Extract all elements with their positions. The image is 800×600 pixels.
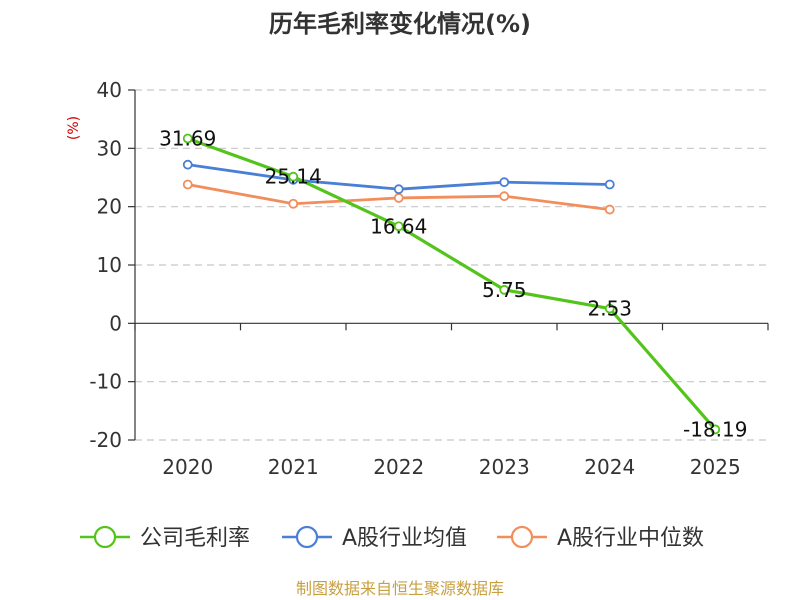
y-tick-label: -10	[89, 370, 122, 394]
series-lines	[182, 133, 721, 435]
data-label: 2.53	[587, 297, 632, 321]
series-1	[182, 133, 721, 435]
data-point[interactable]	[182, 133, 193, 144]
data-point[interactable]	[499, 284, 510, 295]
y-tick-label: 20	[97, 195, 122, 219]
y-axis-unit-label: (%)	[66, 116, 82, 140]
series-2	[182, 159, 615, 195]
series-3	[182, 179, 615, 215]
source-note: 制图数据来自恒生聚源数据库	[296, 579, 504, 598]
data-point[interactable]	[604, 303, 615, 314]
data-point[interactable]	[182, 179, 193, 190]
legend[interactable]: 公司毛利率 A股行业均值 A股行业中位数	[80, 525, 704, 551]
data-point[interactable]	[393, 184, 404, 195]
data-label: 31.69	[159, 126, 216, 150]
series-line	[187, 136, 717, 431]
data-point[interactable]	[288, 198, 299, 209]
data-point[interactable]	[604, 179, 615, 190]
data-point[interactable]	[288, 171, 299, 182]
grid-lines	[135, 89, 768, 441]
x-tick-label: 2024	[584, 455, 635, 479]
data-point[interactable]	[499, 177, 510, 188]
legend-marker	[295, 525, 319, 549]
legend-item-2[interactable]: A股行业均值	[282, 525, 467, 551]
data-label: -18.19	[683, 417, 747, 441]
data-label: 16.64	[370, 214, 427, 238]
y-tick-label: 10	[97, 253, 122, 277]
x-tick-label: 2023	[479, 455, 530, 479]
axes: 40 30 20 10 0 -10 -20 2020 2021 2022 2023 2024 2025	[89, 78, 769, 479]
x-tick-label: 2021	[268, 455, 319, 479]
data-point[interactable]	[393, 221, 404, 232]
y-tick-label: 40	[97, 78, 122, 102]
data-point[interactable]	[604, 204, 615, 215]
data-point[interactable]	[710, 424, 721, 435]
y-tick-label: 30	[97, 136, 122, 160]
legend-label: A股行业均值	[342, 526, 467, 551]
legend-item-1[interactable]: 公司毛利率	[80, 525, 250, 551]
legend-marker	[93, 525, 117, 549]
legend-label: A股行业中位数	[557, 526, 704, 551]
data-label: 5.75	[482, 278, 527, 302]
legend-marker	[510, 525, 534, 549]
legend-label: 公司毛利率	[140, 526, 250, 551]
y-tick-label: 0	[109, 311, 122, 335]
y-tick-label: -20	[89, 428, 122, 452]
x-tick-label: 2022	[373, 455, 424, 479]
data-point[interactable]	[499, 191, 510, 202]
data-point[interactable]	[182, 159, 193, 170]
data-point[interactable]	[393, 193, 404, 203]
x-tick-label: 2025	[690, 455, 741, 479]
data-label: 25.14	[265, 165, 322, 189]
chart-title: 历年毛利率变化情况(%)	[269, 10, 531, 38]
x-tick-label: 2020	[162, 455, 213, 479]
legend-item-3[interactable]: A股行业中位数	[497, 525, 704, 551]
data-labels: 31.69 25.14 16.64 5.75 2.53 -18.19	[159, 126, 747, 441]
